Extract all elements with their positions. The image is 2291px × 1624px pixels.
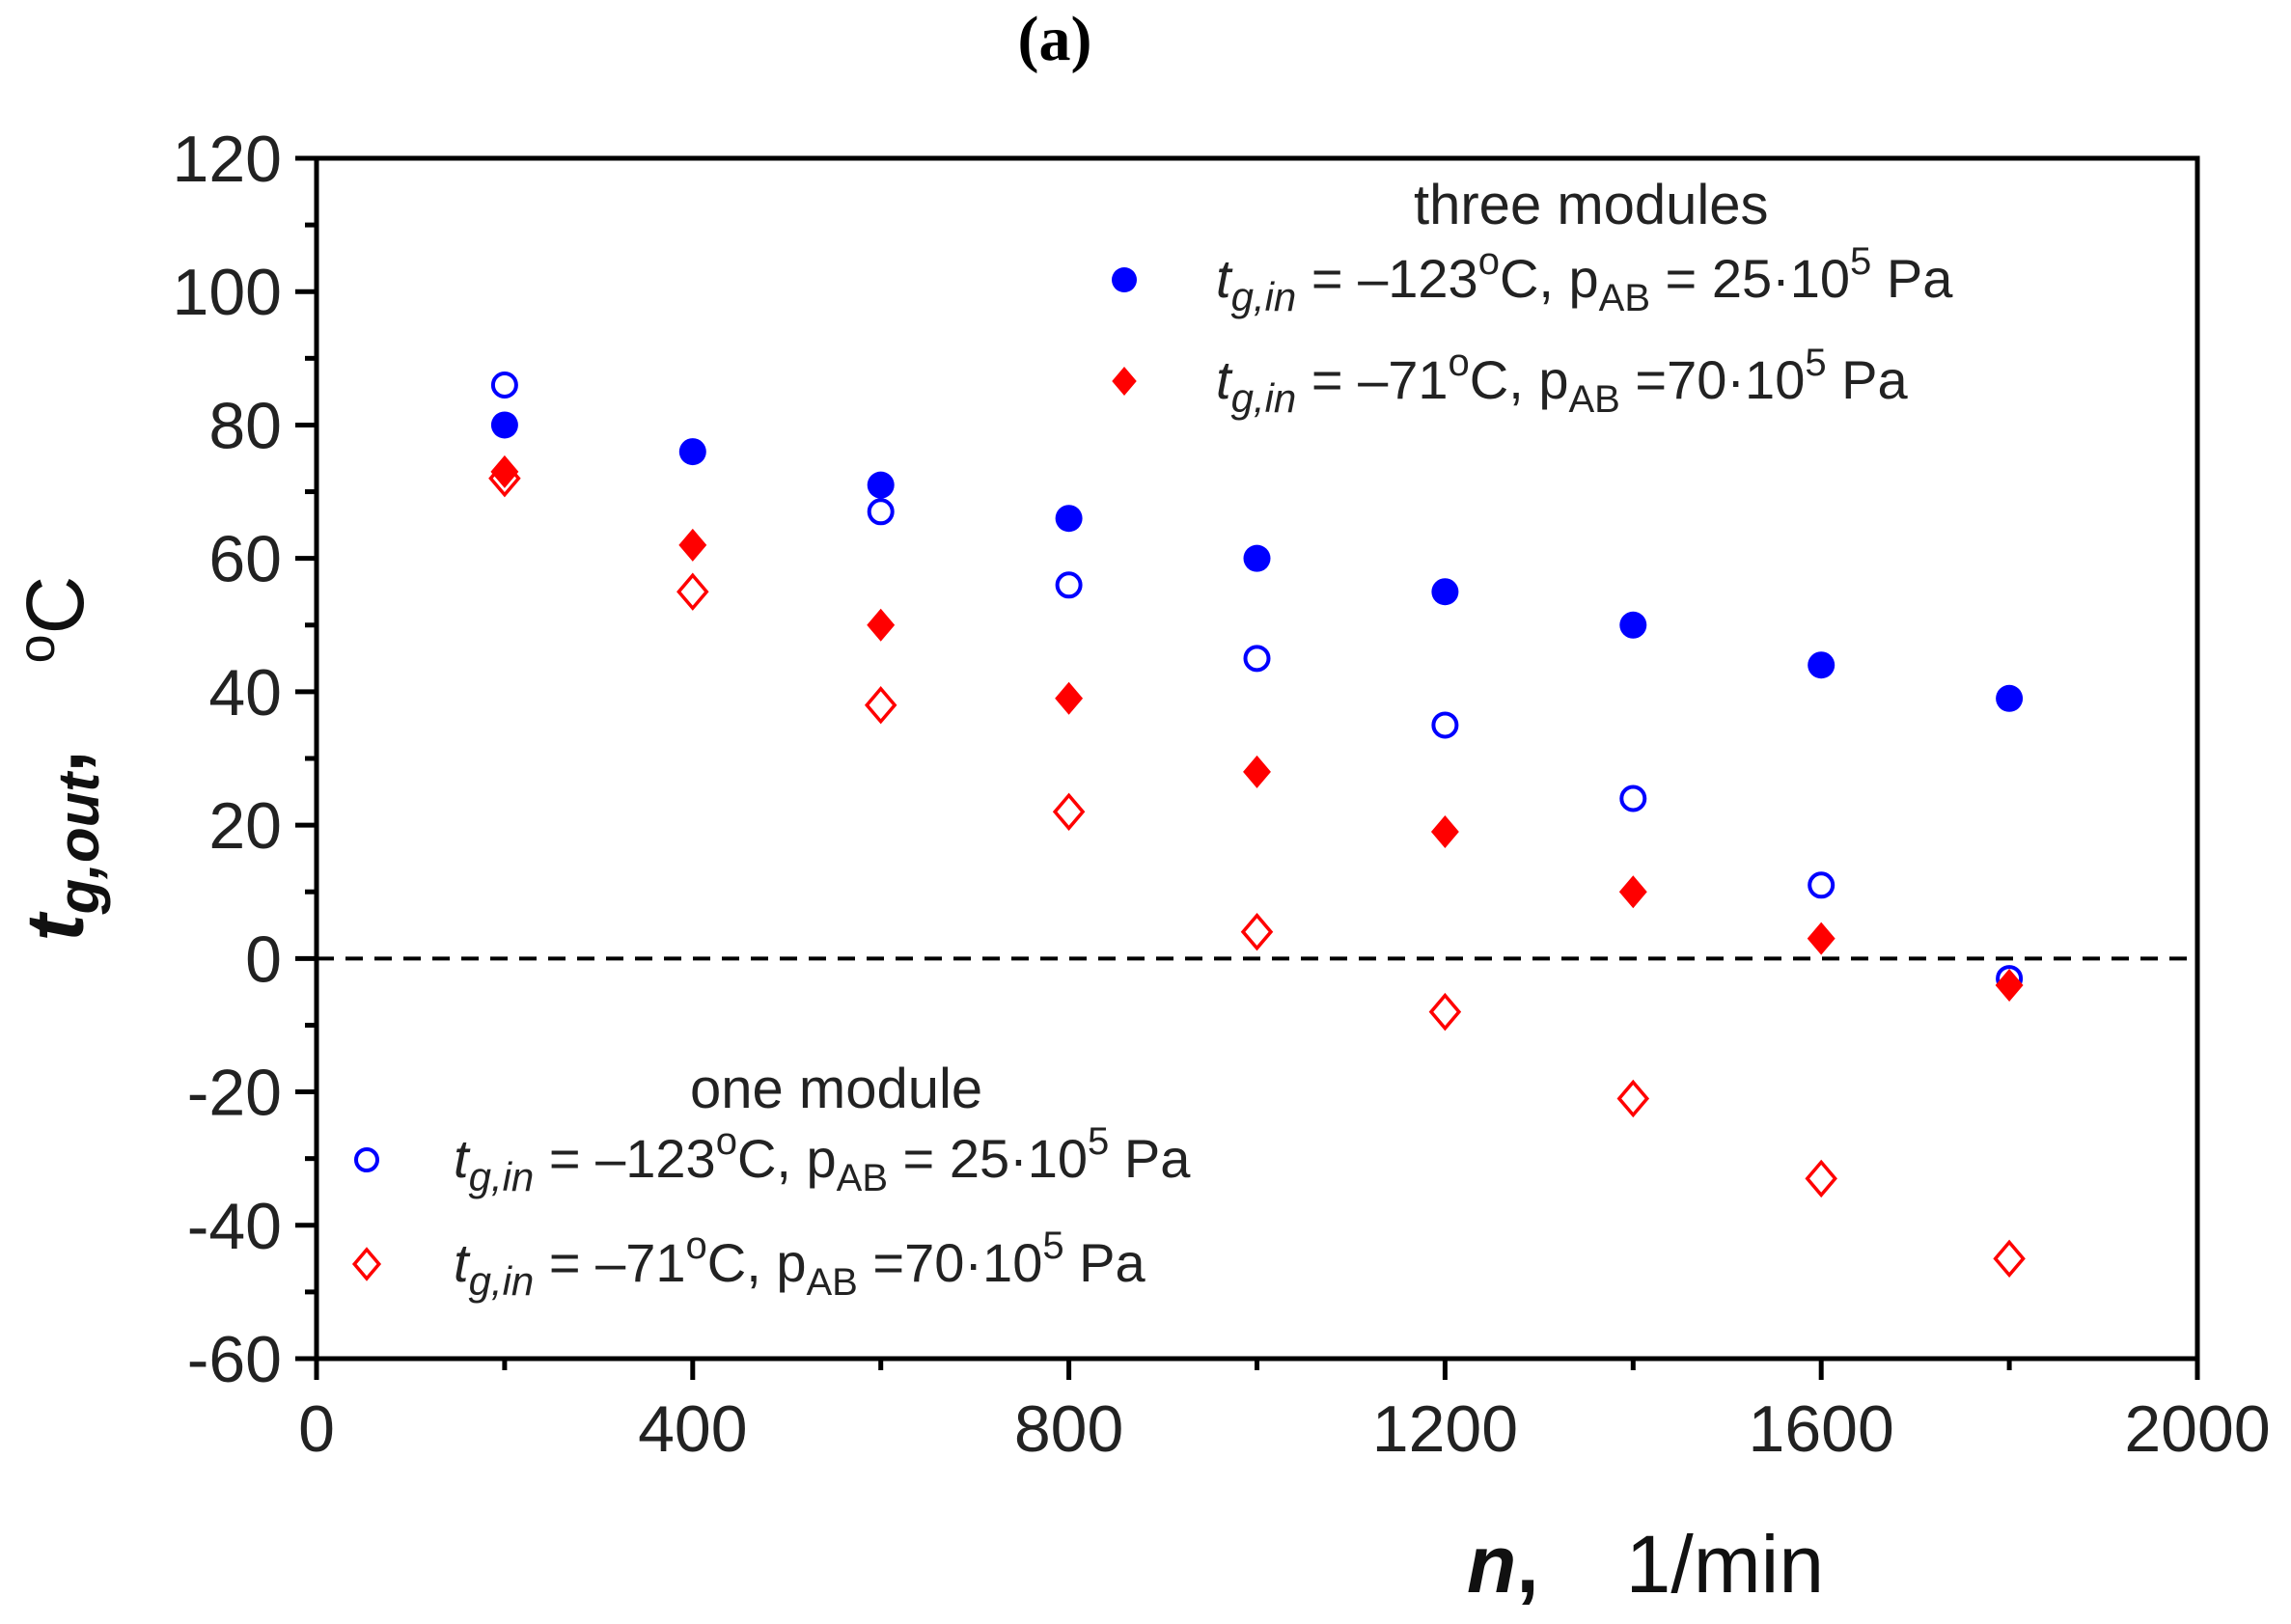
- y-tick-label: 80: [208, 389, 282, 462]
- series-filled-diamond: [490, 454, 2024, 1002]
- data-point-filled-circle: [867, 471, 895, 499]
- x-tick-label: 400: [638, 1392, 747, 1466]
- data-point-filled-diamond: [678, 528, 707, 562]
- data-point-open-diamond: [1616, 1079, 1650, 1118]
- legend-entry-label: tg,in = –123oC, pAB = 25·105 Pa: [454, 1120, 1191, 1199]
- data-point-filled-circle: [1808, 651, 1836, 679]
- y-tick-label: 100: [173, 256, 282, 329]
- x-tick-label: 1600: [1749, 1392, 1894, 1466]
- y-tick-label: 120: [173, 123, 282, 196]
- data-point-open-diamond: [1993, 1239, 2026, 1279]
- data-point-filled-circle: [1619, 611, 1647, 639]
- data-point-open-diamond: [1805, 1159, 1837, 1198]
- data-point-open-circle: [1431, 711, 1459, 739]
- data-point-open-circle: [867, 498, 895, 526]
- data-point-filled-diamond: [1807, 922, 1836, 955]
- data-point-open-circle: [490, 371, 518, 399]
- x-axis-separator: ,: [1516, 1519, 1538, 1610]
- data-point-open-circle: [1808, 871, 1836, 899]
- data-point-filled-circle: [1055, 505, 1083, 533]
- x-tick-label: 0: [298, 1392, 335, 1466]
- data-point-filled-diamond: [1995, 968, 2024, 1002]
- data-point-filled-diamond: [867, 608, 896, 642]
- series-filled-circle: [490, 411, 2024, 712]
- legend-title: one module: [690, 1058, 982, 1120]
- x-tick-label: 2000: [2124, 1392, 2270, 1466]
- y-tick-label: 60: [208, 523, 282, 596]
- data-point-filled-circle: [678, 438, 706, 466]
- y-tick-label: -20: [187, 1057, 282, 1130]
- y-axis-title: tg,out, oC: [8, 576, 111, 942]
- y-axis: -60 -40 -20 0 20 40 60 80 100 120: [173, 123, 317, 1396]
- data-point-filled-circle: [1996, 684, 2024, 712]
- data-point-filled-diamond: [1618, 875, 1647, 909]
- data-point-filled-diamond: [1055, 681, 1084, 715]
- x-tick-label: 1200: [1372, 1392, 1518, 1466]
- legend-marker-filled-circle: [1112, 267, 1137, 292]
- data-point-filled-circle: [1243, 544, 1271, 572]
- legend-entry-label: tg,in = –71oC, pAB =70·105 Pa: [454, 1225, 1146, 1304]
- data-point-open-diamond: [676, 572, 709, 611]
- data-point-open-diamond: [864, 686, 897, 725]
- y-tick-label: 20: [208, 789, 282, 863]
- data-point-open-circle: [1055, 571, 1083, 599]
- data-point-filled-diamond: [1430, 815, 1459, 849]
- data-point-open-diamond: [1052, 792, 1086, 831]
- data-point-open-diamond: [1240, 912, 1274, 951]
- y-axis-unit-sup: o: [8, 634, 66, 663]
- legend-title: three modules: [1414, 174, 1769, 236]
- y-tick-label: -40: [187, 1190, 282, 1263]
- legend-entry-label: tg,in = –123oC, pAB = 25·105 Pa: [1216, 240, 1953, 319]
- x-axis-unit: 1/min: [1626, 1519, 1824, 1610]
- y-axis-separator: ,: [10, 750, 100, 772]
- data-point-open-circle: [1619, 784, 1647, 812]
- y-axis-unit: C: [10, 576, 100, 635]
- data-point-filled-diamond: [1243, 755, 1271, 788]
- x-axis-title: n, 1/min: [1467, 1519, 1824, 1610]
- data-point-open-diamond: [1428, 992, 1462, 1032]
- legend-marker-filled-diamond: [1112, 367, 1137, 396]
- y-tick-label: -60: [187, 1323, 282, 1396]
- x-axis: 0 400 800 1200 1600 2000: [298, 1359, 2271, 1466]
- data-point-filled-diamond: [490, 454, 519, 488]
- y-tick-label: 40: [208, 656, 282, 729]
- series-open-circle: [490, 371, 2024, 993]
- x-tick-label: 800: [1014, 1392, 1123, 1466]
- y-axis-symbol: t: [10, 911, 100, 941]
- legend-marker-open-circle: [354, 1147, 379, 1172]
- x-axis-symbol: n: [1467, 1519, 1516, 1610]
- panel-label: (a): [1018, 4, 1092, 74]
- data-point-filled-circle: [1431, 578, 1459, 606]
- series-layer: [488, 371, 2026, 1279]
- data-point-filled-circle: [490, 411, 518, 439]
- data-point-open-circle: [1243, 645, 1271, 673]
- legend-entry-label: tg,in = –71oC, pAB =70·105 Pa: [1216, 342, 1909, 421]
- legend-marker-open-diamond: [351, 1247, 382, 1281]
- y-tick-label: 0: [245, 922, 282, 996]
- y-axis-subscript: g,out: [46, 770, 111, 916]
